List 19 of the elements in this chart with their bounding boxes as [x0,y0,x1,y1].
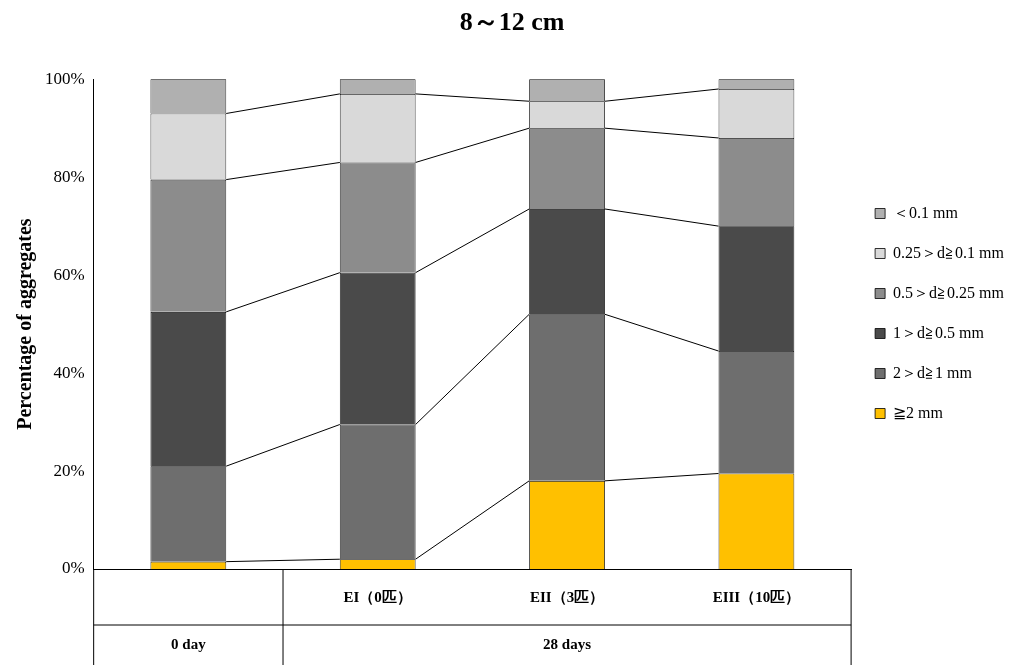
text: 28 days [543,636,592,652]
legend-label: ＜0.1 mm [893,203,959,221]
legend-label: 1＞d≧0.5 mm [893,323,985,341]
y-tick-label: 60% [53,264,85,284]
y-tick-label: 20% [53,460,85,480]
x-tick-label: EIII（10匹） [712,588,801,605]
legend-label: 2＞d≧1 mm [893,363,973,381]
y-tick-label: 0% [61,558,85,578]
x-tick-label: EII（3匹） [529,588,605,605]
y-axis-title: Percentage of aggregates [13,218,37,430]
y-tick-label: 40% [53,362,85,382]
legend-label: ≧2 mm [893,403,944,421]
chart-title: 8～12 cm [459,7,565,37]
legend-label: 0.5＞d≧0.25 mm [893,283,1005,301]
legend-label: 0.25＞d≧0.1 mm [893,243,1005,261]
x-tick-label: EI（0匹） [343,588,412,605]
text: 0 day [171,636,207,652]
y-tick-label: 80% [53,166,85,186]
y-tick-label: 100% [44,68,85,88]
